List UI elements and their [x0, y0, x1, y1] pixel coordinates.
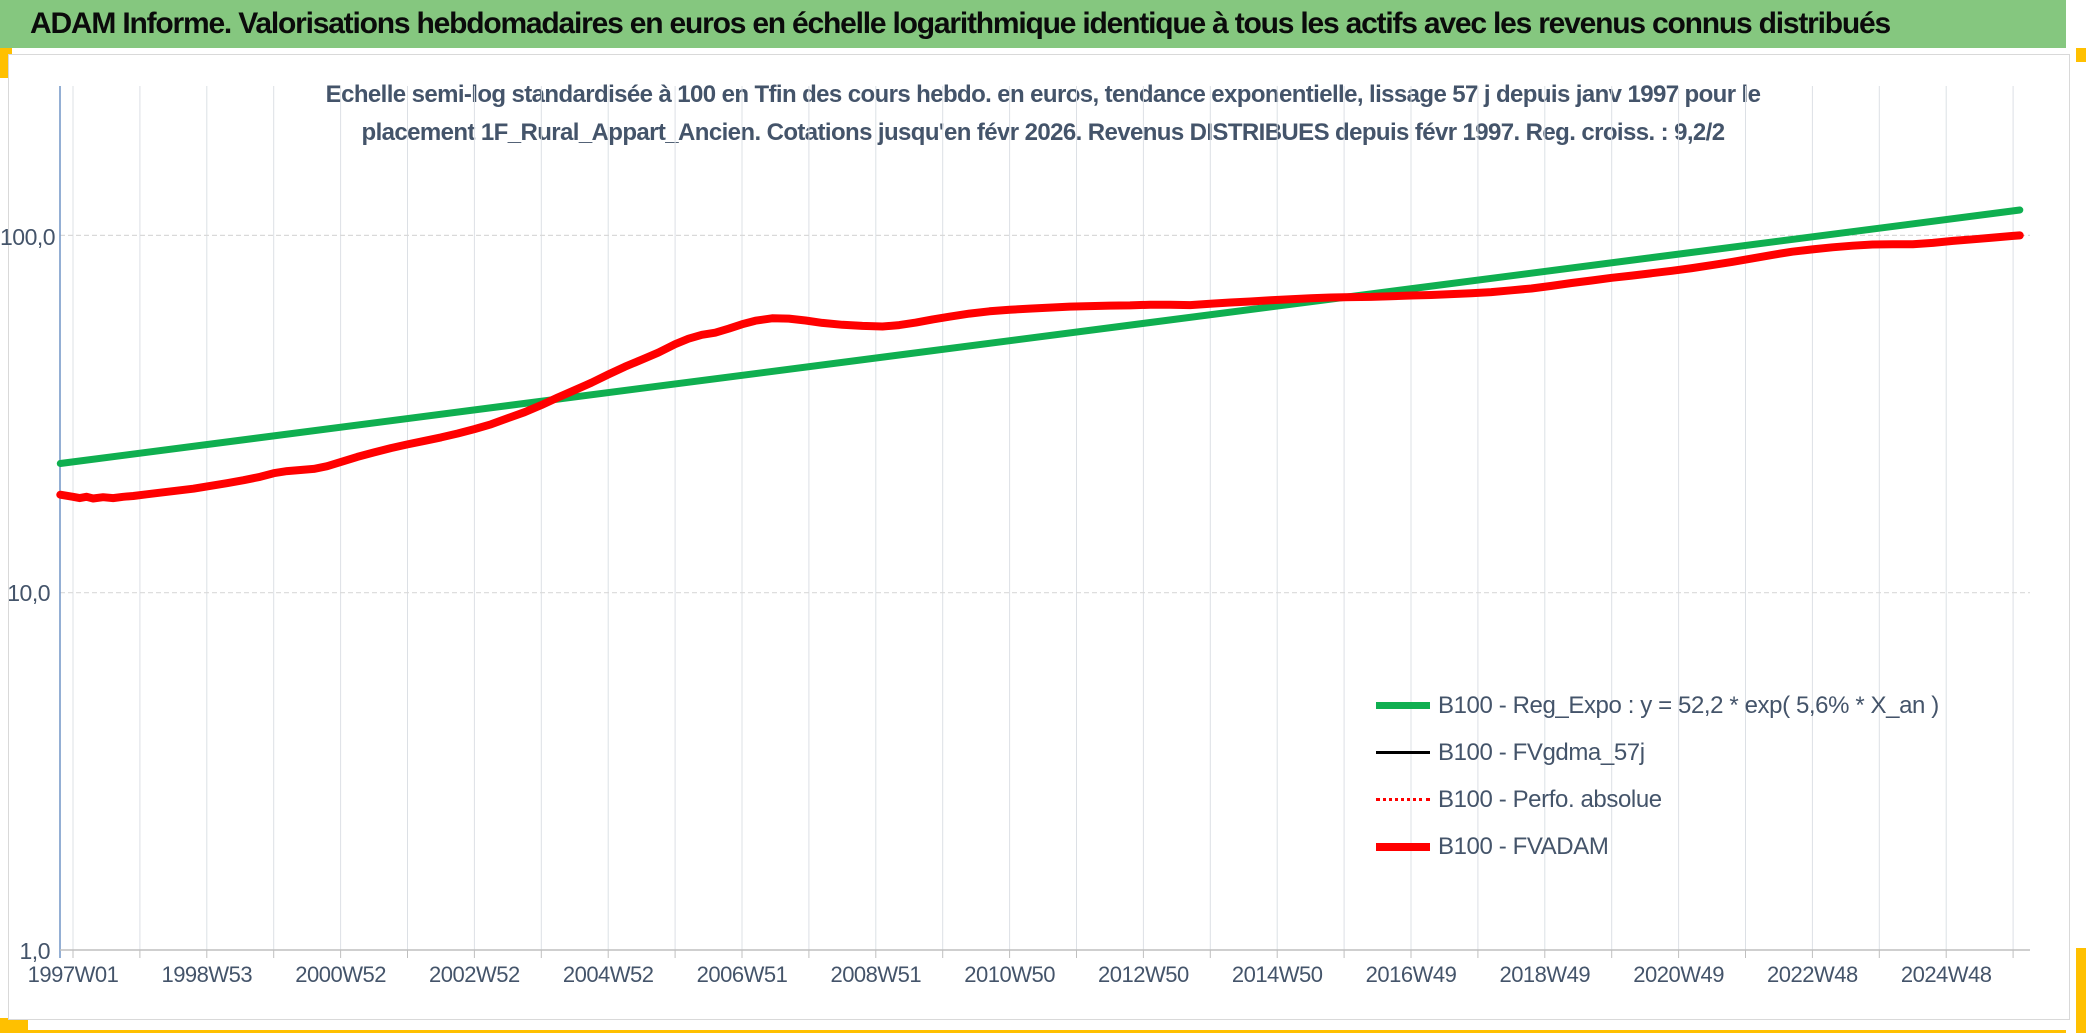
chart-legend: B100 - Reg_Expo : y = 52,2 * exp( 5,6% *…	[1376, 682, 1939, 870]
x-tick-label: 2016W49	[1365, 962, 1457, 987]
legend-item-fvgdma: B100 - FVgdma_57j	[1376, 729, 1939, 776]
series-b100-fvadam	[56, 231, 2024, 503]
x-tick-label: 2006W51	[696, 962, 788, 987]
chart-title: Echelle semi-log standardisée à 100 en T…	[0, 76, 2086, 152]
x-tick-label: 2002W52	[429, 962, 520, 987]
legend-item-fvadam: B100 - FVADAM	[1376, 823, 1939, 870]
x-tick-label: 2020W49	[1633, 962, 1724, 987]
x-tick-label: 2000W52	[295, 962, 386, 987]
chart-area	[8, 54, 2070, 1020]
x-tick-label: 1997W01	[27, 962, 119, 987]
legend-label: B100 - FVADAM	[1438, 832, 1609, 860]
x-tick-label: 2004W52	[562, 962, 654, 987]
x-tick-label: 2008W51	[830, 962, 922, 987]
header-bar: ADAM Informe. Valorisations hebdomadaire…	[0, 0, 2066, 48]
y-tick-label-10: 10,0	[7, 580, 50, 606]
y-tick-label-1: 1,0	[19, 938, 51, 964]
legend-label: B100 - FVgdma_57j	[1438, 738, 1645, 766]
orange-accent-right-strip	[2076, 948, 2086, 1033]
legend-label: B100 - Reg_Expo : y = 52,2 * exp( 5,6% *…	[1438, 691, 1939, 719]
legend-line-swatch-black	[1376, 751, 1430, 754]
header-title: ADAM Informe. Valorisations hebdomadaire…	[30, 7, 1891, 40]
legend-line-swatch-green	[1376, 702, 1430, 709]
legend-item-reg-expo: B100 - Reg_Expo : y = 52,2 * exp( 5,6% *…	[1376, 682, 1939, 729]
x-tick-label: 2018W49	[1499, 962, 1591, 987]
x-tick-label: 1998W53	[161, 962, 253, 987]
legend-line-swatch-red-dotted	[1376, 798, 1430, 801]
x-tick-label: 2012W50	[1098, 962, 1189, 987]
y-tick-label-100: 100,0	[0, 224, 56, 250]
x-tick-label: 2022W48	[1767, 962, 1858, 987]
orange-accent-bottom-left	[0, 1018, 28, 1033]
legend-line-swatch-red	[1376, 842, 1430, 851]
x-tick-label: 2010W50	[964, 962, 1055, 987]
series-b100-reg-expo	[56, 206, 2024, 467]
x-tick-label: 2014W50	[1231, 962, 1323, 987]
orange-accent-top-right	[2076, 48, 2086, 62]
legend-label: B100 - Perfo. absolue	[1438, 785, 1662, 813]
legend-item-perfo-absolue: B100 - Perfo. absolue	[1376, 776, 1939, 823]
x-tick-label: 2024W48	[1900, 962, 1992, 987]
chart-title-line2: placement 1F_Rural_Appart_Ancien. Cotati…	[361, 119, 1726, 146]
chart-title-line1: Echelle semi-log standardisée à 100 en T…	[325, 81, 1761, 108]
orange-accent-bottom-line	[8, 1030, 2066, 1033]
